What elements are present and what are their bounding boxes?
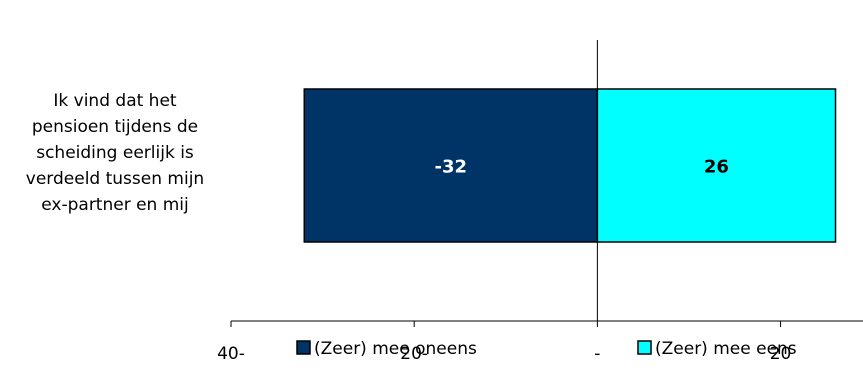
legend-swatch [296, 340, 311, 355]
x-tick-label: 40- [217, 344, 245, 364]
bar-agree [596, 88, 837, 243]
category-label-line: scheiding eerlijk is [36, 143, 194, 163]
bar-disagree [303, 88, 599, 243]
x-tick-label: - [594, 344, 600, 364]
bar-value-label: -32 [435, 157, 468, 178]
legend-label: (Zeer) mee oneens [314, 339, 477, 359]
category-label-line: ex-partner en mij [41, 195, 189, 215]
category-label-line: Ik vind dat het [53, 91, 177, 111]
category-label-line: verdeeld tussen mijn [25, 169, 205, 189]
legend-label: (Zeer) mee eens [655, 339, 797, 359]
x-tick-label: 20- [400, 344, 428, 364]
bar-value-label: 26 [704, 157, 729, 178]
legend-swatch [637, 340, 652, 355]
category-label-line: pensioen tijdens de [31, 117, 199, 137]
category-label: Ik vind dat het pensioen tijdens de sche… [0, 88, 230, 218]
x-tick-label: 20 [770, 344, 792, 364]
